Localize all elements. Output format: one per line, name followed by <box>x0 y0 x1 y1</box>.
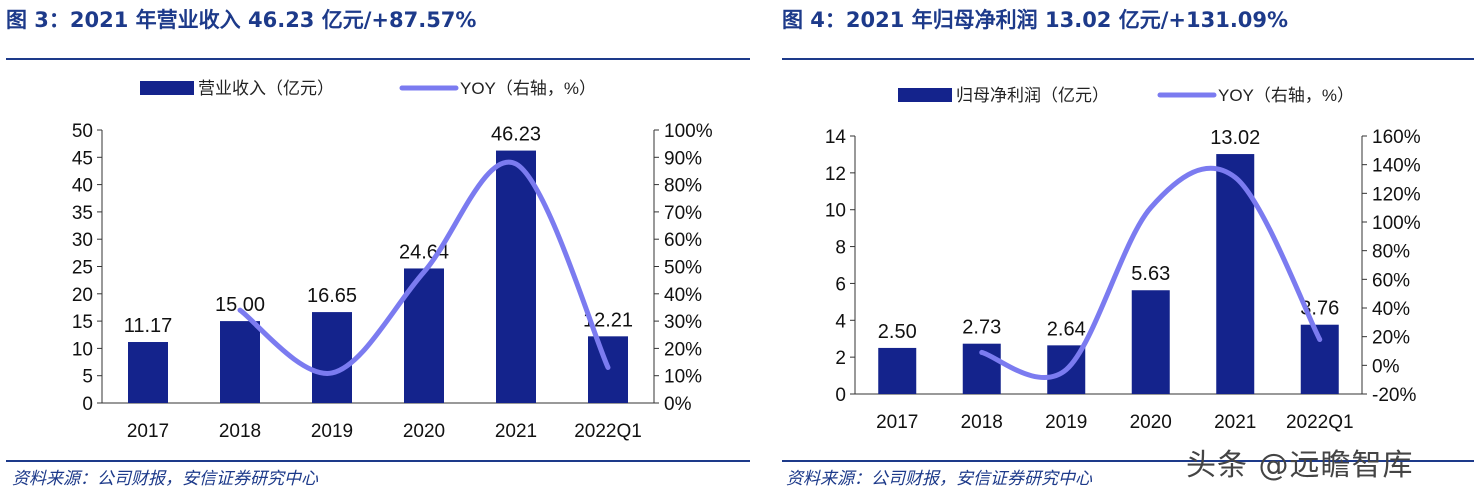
left-y-tick-label: 10 <box>825 201 846 222</box>
left-y-tick-label: 0 <box>82 394 93 415</box>
left-y-tick-label: 40 <box>72 176 93 197</box>
bar-2017 <box>128 342 168 403</box>
bar-data-label-2021: 46.23 <box>491 124 541 146</box>
bar-data-label-2019: 16.65 <box>307 285 357 307</box>
x-tick-label-2020: 2020 <box>1130 412 1172 433</box>
revenue-chart: 营业收入（亿元） YOY（右轴，%） 0 5 10 15 20 25 30 35 40 45 50 0% 1… <box>72 79 713 442</box>
right-title-rule <box>782 58 1474 60</box>
bar-2018 <box>220 321 260 403</box>
left-y-tick-label: 30 <box>72 230 93 251</box>
bar-2017 <box>878 347 917 394</box>
bar-data-label-2018: 15.00 <box>215 294 265 316</box>
right-y-tick-label: 30% <box>664 312 702 333</box>
left-y-tick-label: 50 <box>72 121 93 142</box>
left-y-tick-label: 15 <box>72 312 93 333</box>
right-y-tick-label: 0% <box>1372 356 1400 377</box>
left-y-tick-label: 10 <box>72 339 93 360</box>
right-y-tick-label: 100% <box>664 121 713 142</box>
x-tick-label-2021: 2021 <box>1214 412 1256 433</box>
right-y-tick-label: 140% <box>1372 156 1421 177</box>
x-tick-label-2019: 2019 <box>311 421 353 442</box>
left-y-tick-label: 45 <box>72 148 93 169</box>
net-profit-chart: 归母净利润（亿元） YOY（右轴，%） 0 2 4 6 8 10 12 14 -20% 0% 20% 40… <box>825 86 1421 433</box>
right-source: 资料来源：公司财报，安信证券研究中心 <box>786 469 1092 489</box>
x-tick-label-2017: 2017 <box>876 412 918 433</box>
left-y-tick-label: 5 <box>82 367 93 388</box>
legend-line-label: YOY（右轴，%） <box>460 79 596 98</box>
left-source-rule <box>6 460 750 462</box>
left-y-tick-label: 25 <box>72 258 93 279</box>
right-y-tick-label: 40% <box>664 285 702 306</box>
legend-line-label: YOY（右轴，%） <box>1218 86 1354 105</box>
right-y-tick-label: 80% <box>664 176 702 197</box>
bar-data-label-2017: 11.17 <box>124 315 173 337</box>
left-y-tick-label: 6 <box>835 274 846 295</box>
right-y-tick-label: 90% <box>664 148 702 169</box>
bar-data-label-2018: 2.73 <box>962 317 1001 339</box>
x-tick-label-2022Q1: 2022Q1 <box>574 421 642 442</box>
right-y-tick-label: 160% <box>1372 127 1421 148</box>
right-y-tick-label: 100% <box>1372 213 1421 234</box>
left-y-tick-label: 0 <box>835 385 846 406</box>
bar-2020 <box>1131 290 1170 394</box>
right-y-tick-label: 50% <box>664 258 702 279</box>
left-y-tick-label: 12 <box>825 164 846 185</box>
bar-2021 <box>496 150 536 403</box>
legend-bar-swatch <box>140 81 194 95</box>
right-y-tick-label: 80% <box>1372 242 1410 263</box>
right-y-tick-label: 40% <box>1372 299 1410 320</box>
bar-data-label-2020: 5.63 <box>1131 263 1170 285</box>
x-tick-label-2022Q1: 2022Q1 <box>1286 412 1354 433</box>
x-tick-label-2021: 2021 <box>495 421 537 442</box>
bar-2019 <box>312 312 352 403</box>
legend-bar-label: 营业收入（亿元） <box>198 79 334 98</box>
yoy-line <box>237 159 611 376</box>
right-y-tick-label: 70% <box>664 203 702 224</box>
right-y-tick-label: 60% <box>1372 270 1410 291</box>
right-y-tick-label: 20% <box>664 339 702 360</box>
x-tick-label-2018: 2018 <box>961 412 1003 433</box>
left-y-tick-label: 8 <box>835 238 846 259</box>
right-source-rule <box>782 460 1474 462</box>
legend-bar-swatch <box>898 88 952 102</box>
x-tick-label-2017: 2017 <box>127 421 169 442</box>
right-y-tick-label: 60% <box>664 230 702 251</box>
x-tick-label-2020: 2020 <box>403 421 445 442</box>
bar-data-label-2021: 13.02 <box>1210 127 1260 149</box>
bar-data-label-2017: 2.50 <box>878 321 917 343</box>
legend-bar-label: 归母净利润（亿元） <box>956 86 1109 105</box>
x-tick-label-2018: 2018 <box>219 421 261 442</box>
left-y-tick-label: 14 <box>825 127 847 148</box>
right-y-tick-label: 20% <box>1372 328 1410 349</box>
left-figure-title: 图 3：2021 年营业收入 46.23 亿元/+87.57% <box>6 8 477 32</box>
left-title-rule <box>6 58 750 60</box>
right-figure-title: 图 4：2021 年归母净利润 13.02 亿元/+131.09% <box>782 8 1289 32</box>
right-y-tick-label: 10% <box>664 367 702 388</box>
left-y-tick-label: 35 <box>72 203 93 224</box>
left-y-tick-label: 2 <box>835 348 846 369</box>
right-y-tick-label: 0% <box>664 394 692 415</box>
left-y-tick-label: 20 <box>72 285 93 306</box>
bar-data-label-2022Q1: 12.21 <box>583 309 633 331</box>
watermark: 头条 @远瞻智库 <box>1186 448 1414 483</box>
right-y-tick-label: 120% <box>1372 184 1421 205</box>
right-y-tick-label: -20% <box>1372 385 1416 406</box>
left-source: 资料来源：公司财报，安信证券研究中心 <box>12 469 318 489</box>
bar-data-label-2019: 2.64 <box>1047 318 1086 340</box>
x-tick-label-2019: 2019 <box>1045 412 1087 433</box>
left-y-tick-label: 4 <box>835 311 846 332</box>
